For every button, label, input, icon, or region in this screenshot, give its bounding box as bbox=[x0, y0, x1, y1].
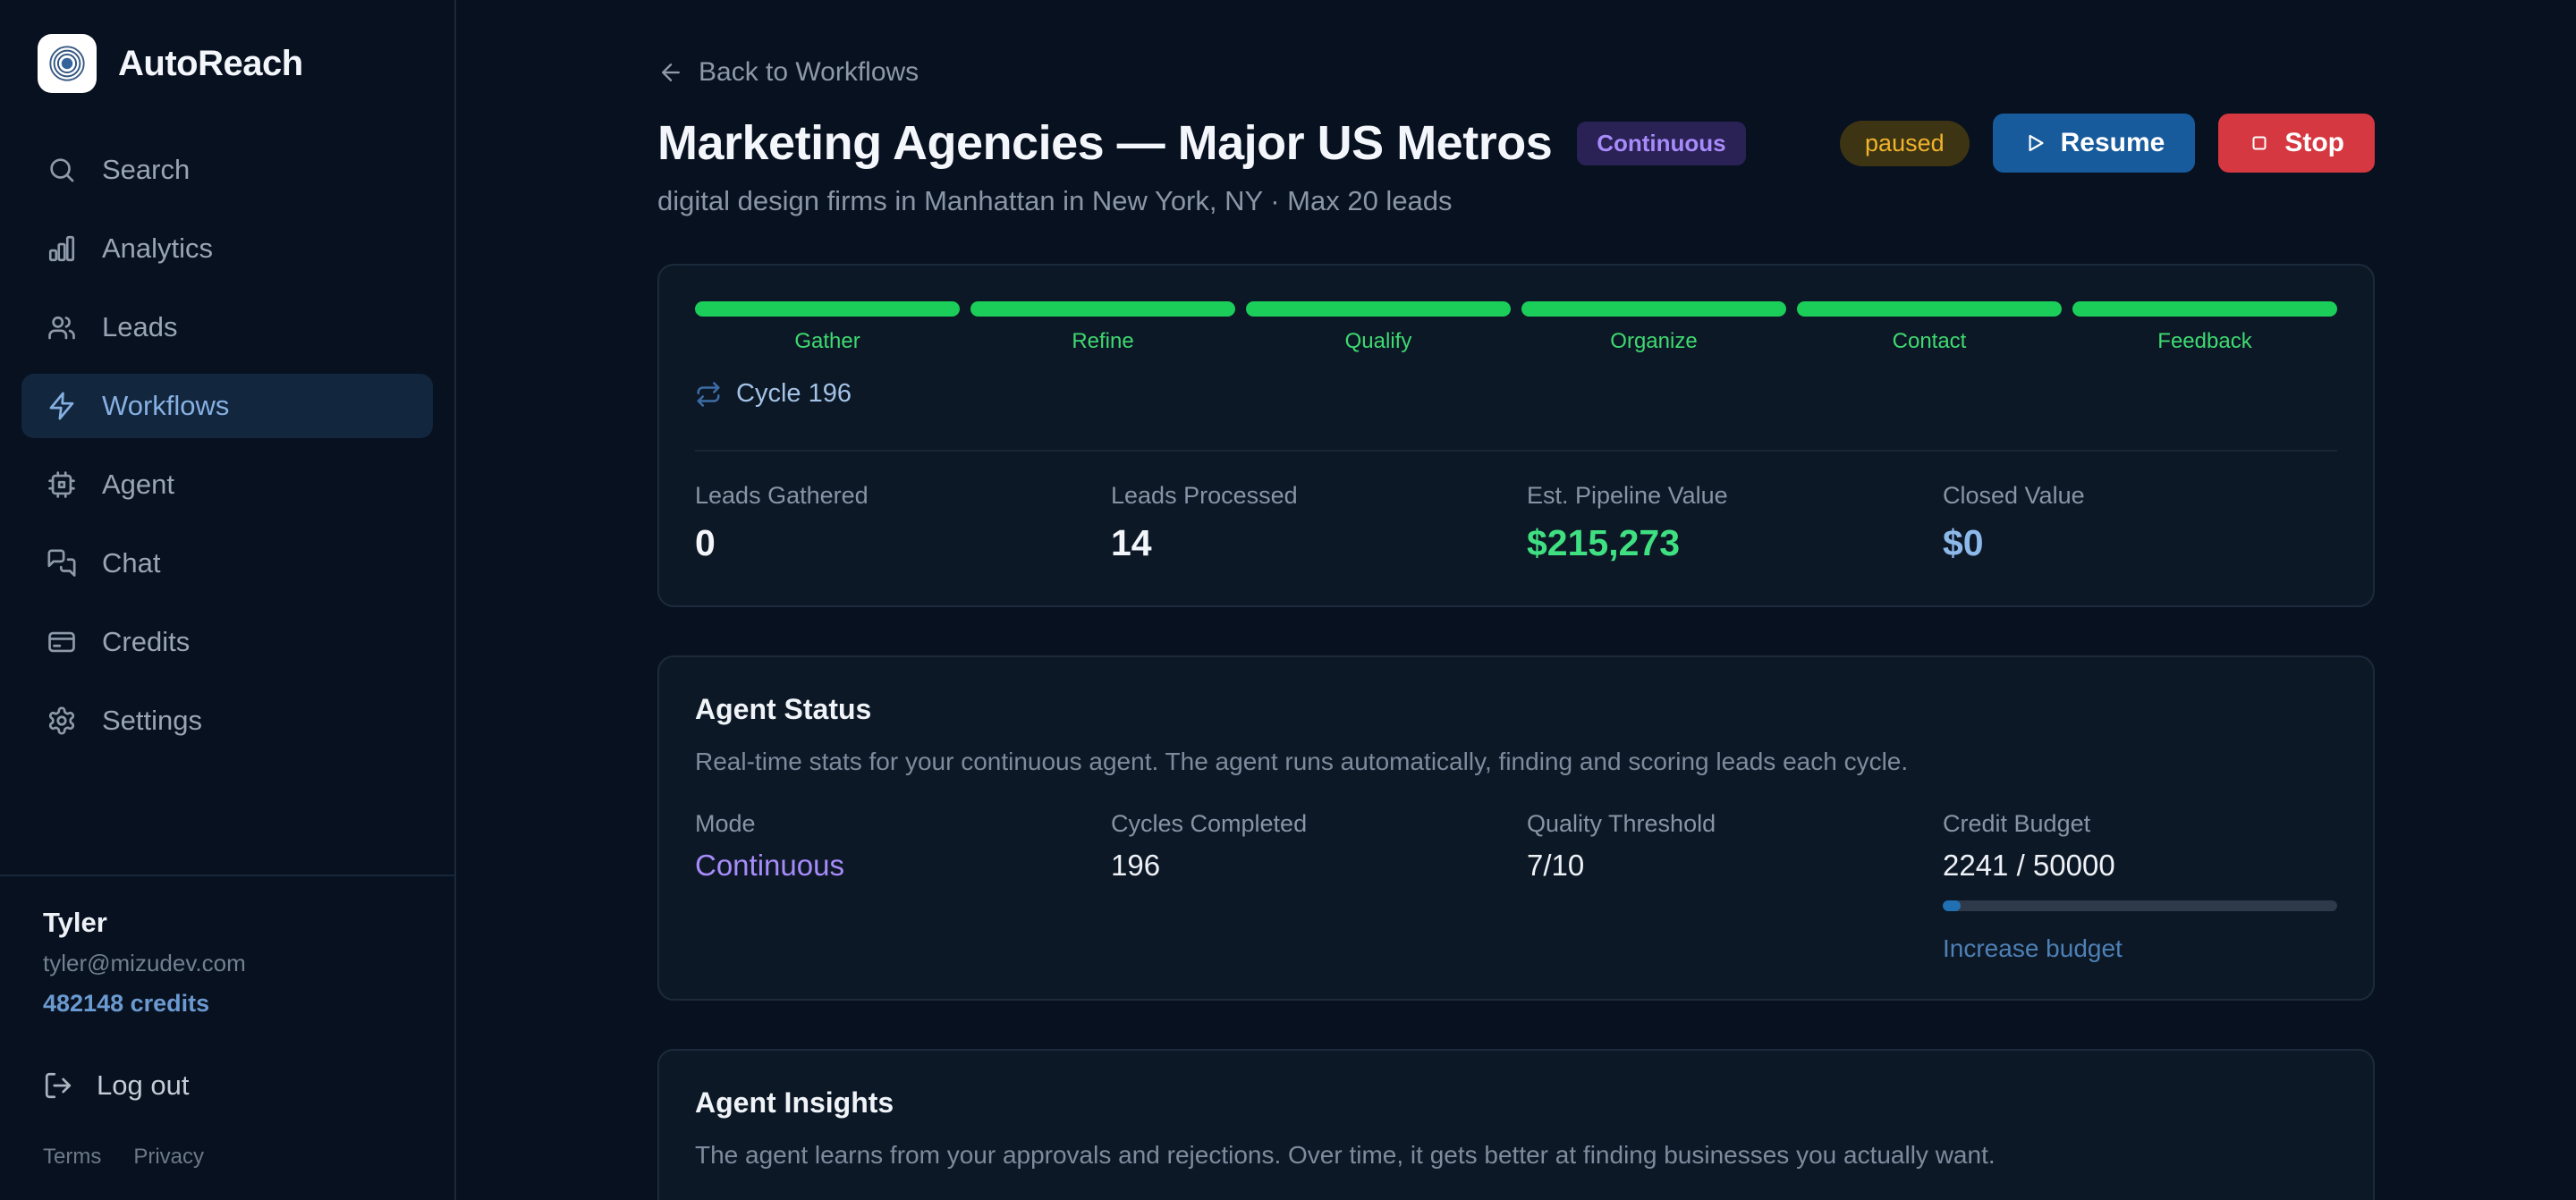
agent-status-description: Real-time stats for your continuous agen… bbox=[695, 748, 1909, 775]
page-title: Marketing Agencies — Major US Metros bbox=[657, 116, 1553, 170]
paused-status-badge: paused bbox=[1840, 120, 1970, 166]
app-logo-icon bbox=[38, 34, 97, 93]
user-email: tyler@mizudev.com bbox=[43, 950, 246, 976]
stage-progress-bar bbox=[695, 301, 2337, 317]
user-name: Tyler bbox=[43, 907, 107, 938]
stop-square-icon bbox=[2249, 132, 2270, 154]
repeat-icon bbox=[695, 381, 722, 408]
sidebar-item-workflows[interactable]: Workflows bbox=[21, 374, 433, 438]
field-mode: Mode Continuous bbox=[695, 810, 844, 882]
agent-insights-card: Agent Insights The agent learns from you… bbox=[657, 1049, 2375, 1200]
sidebar-item-agent[interactable]: Agent bbox=[21, 452, 433, 517]
pipeline-stats: Leads Gathered 0 Leads Processed 14 Est.… bbox=[695, 482, 2337, 570]
logout-label: Log out bbox=[97, 1069, 190, 1101]
bar-chart-icon bbox=[47, 233, 77, 264]
search-icon bbox=[47, 155, 77, 185]
sidebar-item-label: Chat bbox=[102, 547, 161, 579]
credit-budget-progress-bar bbox=[1943, 900, 2337, 911]
terms-link[interactable]: Terms bbox=[43, 1145, 102, 1169]
sidebar-item-chat[interactable]: Chat bbox=[21, 531, 433, 596]
continuous-badge: Continuous bbox=[1577, 121, 1746, 165]
cpu-icon bbox=[47, 469, 77, 500]
zap-icon bbox=[47, 391, 77, 421]
stage-label: Feedback bbox=[2157, 329, 2252, 353]
stage-label: Contact bbox=[1892, 329, 1967, 353]
increase-budget-link[interactable]: Increase budget bbox=[1943, 934, 2123, 962]
stat-leads-gathered: Leads Gathered 0 bbox=[695, 482, 869, 563]
sidebar-item-label: Settings bbox=[102, 705, 203, 736]
sidebar-item-label: Analytics bbox=[102, 232, 214, 264]
stop-button[interactable]: Stop bbox=[2218, 114, 2375, 173]
logout-icon bbox=[43, 1070, 73, 1101]
legal-links: Terms Privacy bbox=[43, 1145, 411, 1170]
stage-labels: Gather Refine Qualify Organize Contact F… bbox=[695, 329, 2337, 354]
agent-status-fields: Mode Continuous Cycles Completed 196 Qua… bbox=[695, 810, 2337, 963]
sidebar-item-label: Agent bbox=[102, 469, 175, 500]
agent-insights-title: Agent Insights bbox=[695, 1086, 894, 1119]
chat-bubbles-icon bbox=[47, 548, 77, 579]
field-credit-budget: Credit Budget 2241 / 50000 Increase budg… bbox=[1943, 810, 2337, 963]
stage-segment-gather bbox=[695, 301, 960, 317]
users-icon bbox=[47, 312, 77, 342]
header-actions: paused Resume Stop bbox=[1840, 114, 2375, 173]
credit-budget-progress-fill bbox=[1943, 900, 1961, 911]
back-to-workflows-link[interactable]: Back to Workflows bbox=[657, 57, 919, 88]
arrow-left-icon bbox=[657, 59, 684, 86]
agent-status-title: Agent Status bbox=[695, 693, 872, 725]
divider bbox=[695, 450, 2337, 452]
sidebar-item-leads[interactable]: Leads bbox=[21, 295, 433, 359]
stage-segment-organize bbox=[1521, 301, 1786, 317]
cycle-indicator: Cycle 196 bbox=[695, 379, 2337, 409]
stage-label: Organize bbox=[1610, 329, 1698, 353]
brand: AutoReach bbox=[21, 34, 433, 93]
sidebar-item-label: Credits bbox=[102, 626, 191, 657]
stage-segment-feedback bbox=[2072, 301, 2337, 317]
pipeline-card: Gather Refine Qualify Organize Contact F… bbox=[657, 264, 2375, 607]
user-credits[interactable]: 482148 credits bbox=[43, 990, 210, 1017]
resume-button[interactable]: Resume bbox=[1992, 114, 2196, 173]
agent-insights-description: The agent learns from your approvals and… bbox=[695, 1141, 1996, 1169]
stage-segment-contact bbox=[1797, 301, 2062, 317]
gear-icon bbox=[47, 706, 77, 736]
sidebar-item-search[interactable]: Search bbox=[21, 138, 433, 202]
play-icon bbox=[2023, 131, 2046, 155]
credit-card-icon bbox=[47, 627, 77, 657]
sidebar-item-label: Search bbox=[102, 154, 191, 185]
stage-segment-qualify bbox=[1246, 301, 1511, 317]
stat-leads-processed: Leads Processed 14 bbox=[1111, 482, 1298, 563]
field-quality-threshold: Quality Threshold 7/10 bbox=[1527, 810, 1716, 882]
workflow-subtitle: digital design firms in Manhattan in New… bbox=[657, 185, 1453, 216]
sidebar-item-analytics[interactable]: Analytics bbox=[21, 216, 433, 281]
page-header: Marketing Agencies — Major US Metros Con… bbox=[657, 114, 2375, 173]
stage-label: Refine bbox=[1072, 329, 1134, 353]
field-cycles-completed: Cycles Completed 196 bbox=[1111, 810, 1308, 882]
sidebar-item-label: Workflows bbox=[102, 390, 230, 421]
agent-status-card: Agent Status Real-time stats for your co… bbox=[657, 655, 2375, 1001]
stage-segment-refine bbox=[970, 301, 1235, 317]
logout-button[interactable]: Log out bbox=[43, 1069, 411, 1102]
cycle-label: Cycle 196 bbox=[736, 379, 852, 408]
sidebar-nav: Search Analytics Leads Workflows bbox=[21, 138, 433, 767]
sidebar-footer: Tyler tyler@mizudev.com 482148 credits L… bbox=[0, 875, 454, 1170]
sidebar-item-settings[interactable]: Settings bbox=[21, 689, 433, 753]
stat-closed-value: Closed Value $0 bbox=[1943, 482, 2085, 563]
sidebar-item-label: Leads bbox=[102, 311, 178, 342]
privacy-link[interactable]: Privacy bbox=[133, 1145, 205, 1169]
stat-pipeline-value: Est. Pipeline Value $215,273 bbox=[1527, 482, 1728, 563]
app-name: AutoReach bbox=[118, 43, 303, 83]
main-content: Back to Workflows Marketing Agencies — M… bbox=[456, 0, 2576, 1200]
stage-label: Gather bbox=[794, 329, 860, 353]
sidebar: AutoReach Search Analytics Leads bbox=[0, 0, 456, 1200]
sidebar-item-credits[interactable]: Credits bbox=[21, 610, 433, 674]
stage-label: Qualify bbox=[1344, 329, 1412, 353]
